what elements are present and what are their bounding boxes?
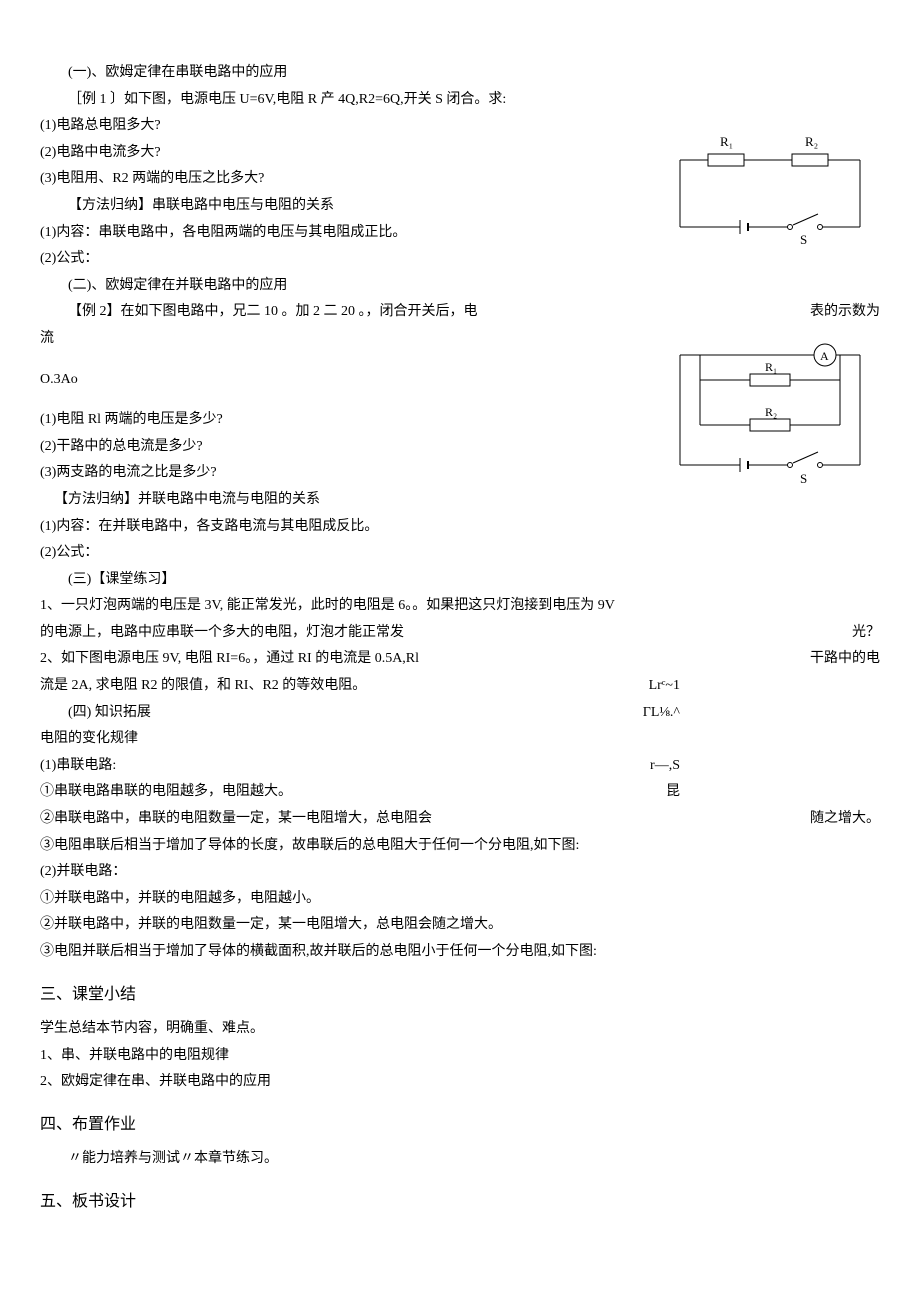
- s3-p3-left: 2、如下图电源电压 9V, 电阻 RI=6。，通过 RI 的电流是 0.5A,R…: [40, 646, 419, 673]
- s3-p7-right: 昆: [666, 779, 680, 806]
- s3-p3-row: 2、如下图电源电压 9V, 电阻 RI=6。，通过 RI 的电流是 0.5A,R…: [40, 646, 880, 673]
- s3-p10: (2)并联电路：: [40, 859, 880, 886]
- sum-p1: 学生总结本节内容，明确重、难点。: [40, 1016, 880, 1043]
- s2-example-right: 表的示数为: [810, 299, 880, 326]
- section2-title: (二)、欧姆定律在并联电路中的应用: [40, 273, 880, 300]
- s2-p1: (1)内容：在并联电路中，各支路电流与其电阻成反比。: [40, 514, 880, 541]
- sum-p2: 1、串、并联电路中的电阻规律: [40, 1043, 880, 1070]
- s3-p8-right: 随之增大。: [810, 806, 880, 833]
- s2-example-left: 【例 2】在如下图电路中，兄二 10 。加 2 二 20 。，闭合开关后，电: [40, 299, 478, 326]
- s3-p3-right: 干路中的电: [810, 646, 880, 673]
- section3-title: (三)【课堂练习】: [40, 567, 880, 594]
- s3-p2-left: 的电源上，电路中应串联一个多大的电阻，灯泡才能正常发: [40, 620, 404, 647]
- s3-p7-row: ①串联电路串联的电阻越多，电阻越大。 昆: [40, 779, 880, 806]
- s3-p2-row: 的电源上，电路中应串联一个多大的电阻，灯泡才能正常发 光？: [40, 620, 880, 647]
- s3-p8-left: ②串联电路中，串联的电阻数量一定，某一电阻增大，总电阻会: [40, 806, 432, 833]
- s3-p4-right: Lrᶜ~1: [649, 673, 680, 700]
- r1-label: R₁: [720, 134, 733, 149]
- sum-p3: 2、欧姆定律在串、并联电路中的应用: [40, 1069, 880, 1096]
- hw-p1: 〃能力培养与测试〃本章节练习。: [40, 1146, 880, 1173]
- r2-label: R₂: [805, 134, 818, 149]
- s3-p5: 电阻的变化规律: [40, 726, 880, 753]
- s3-p4-row: 流是 2A, 求电阻 R2 的限值，和 RI、R2 的等效电阻。 Lrᶜ~1: [40, 673, 880, 700]
- s3-p4-left: 流是 2A, 求电阻 R2 的限值，和 RI、R2 的等效电阻。: [40, 673, 366, 700]
- example1-text: ［例 1 〕如下图，电源电压 U=6V,电阻 R 产 4Q,R2=6Q,开关 S…: [40, 87, 880, 114]
- s-label: S: [800, 232, 807, 247]
- r1-label-p: R₁: [765, 360, 777, 374]
- board-heading: 五、板书设计: [40, 1187, 880, 1217]
- s3-p13: ③电阻并联后相当于增加了导体的横截面积,故并联后的总电阻小于任何一个分电阻,如下…: [40, 939, 880, 966]
- homework-heading: 四、布置作业: [40, 1110, 880, 1140]
- s3-p9: ③电阻串联后相当于增加了导体的长度，故串联后的总电阻大于任何一个分电阻,如下图:: [40, 833, 880, 860]
- s4-title-right: ΓL⅛.^: [643, 700, 680, 727]
- s3-p7-left: ①串联电路串联的电阻越多，电阻越大。: [40, 779, 292, 806]
- s3-p6-row: (1)串联电路: r—,S: [40, 753, 880, 780]
- s3-p11: ①并联电路中，并联的电阻越多，电阻越小。: [40, 886, 880, 913]
- r2-label-p: R₂: [765, 405, 777, 419]
- s3-p12: ②并联电路中，并联的电阻数量一定，某一电阻增大，总电阻会随之增大。: [40, 912, 880, 939]
- section1-title: (一)、欧姆定律在串联电路中的应用: [40, 60, 880, 87]
- s-label-p: S: [800, 471, 807, 486]
- s3-p1: 1、一只灯泡两端的电压是 3V, 能正常发光，此时的电阻是 6。。如果把这只灯泡…: [40, 593, 880, 620]
- s3-p8-row: ②串联电路中，串联的电阻数量一定，某一电阻增大，总电阻会 随之增大。: [40, 806, 880, 833]
- s4-title-left: (四) 知识拓展: [40, 700, 151, 727]
- s4-title-row: (四) 知识拓展 ΓL⅛.^: [40, 700, 880, 727]
- s3-p6-left: (1)串联电路:: [40, 753, 116, 780]
- series-circuit-diagram: R₁ R₂ S: [670, 132, 870, 252]
- s3-p2-right: 光？: [852, 620, 880, 647]
- summary-heading: 三、课堂小结: [40, 980, 880, 1010]
- parallel-circuit-diagram: A R₁ R₂ S: [670, 335, 870, 495]
- s2-example-row: 【例 2】在如下图电路中，兄二 10 。加 2 二 20 。，闭合开关后，电 表…: [40, 299, 880, 326]
- ammeter-label: A: [820, 349, 829, 363]
- s3-p6-right: r—,S: [650, 753, 680, 780]
- s2-p2: (2)公式：: [40, 540, 880, 567]
